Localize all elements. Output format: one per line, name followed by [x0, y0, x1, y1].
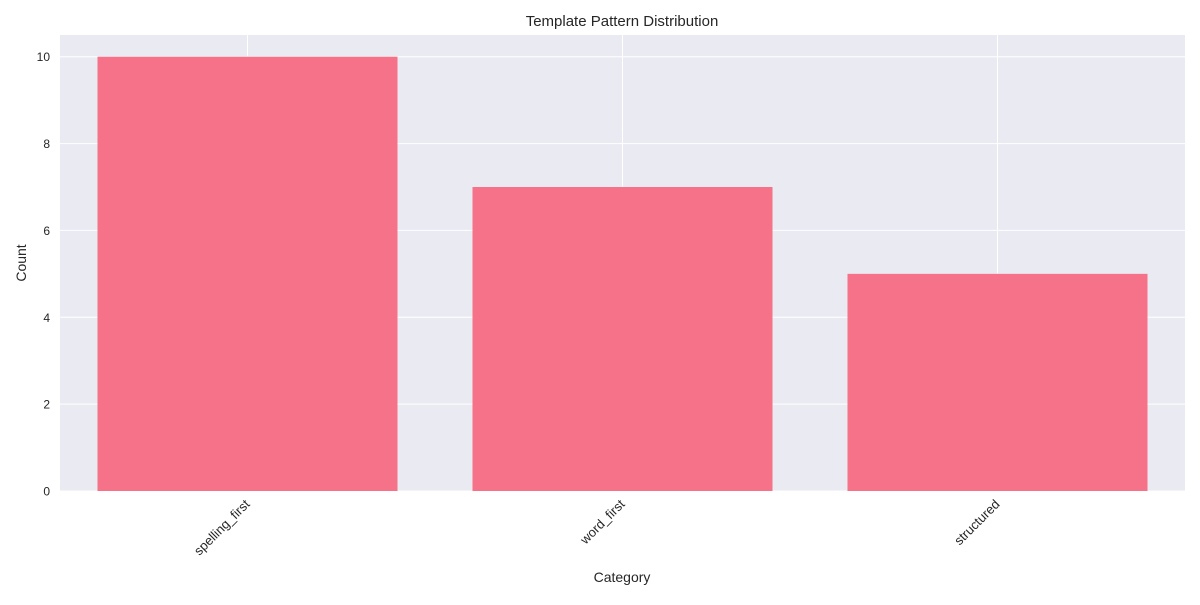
chart-title: Template Pattern Distribution: [526, 13, 719, 30]
x-tick-label-spelling_first: spelling_first: [191, 496, 253, 558]
bar-spelling_first: [97, 56, 398, 491]
y-tick-label-3: 6: [43, 224, 50, 238]
bar-structured: [847, 273, 1148, 491]
y-tick-label-0: 0: [43, 485, 50, 499]
bars: [97, 56, 1148, 491]
y-tick-label-4: 8: [43, 137, 50, 151]
x-axis-label: Category: [594, 569, 651, 585]
x-tick-label-word_first: word_first: [576, 496, 627, 547]
x-axis-ticks: spelling_first word_first structured: [191, 496, 1003, 558]
x-tick-label-structured: structured: [951, 497, 1002, 548]
y-axis-ticks: 0 2 4 6 8 10: [37, 50, 51, 498]
y-tick-label-5: 10: [37, 50, 51, 64]
bar-word_first: [472, 187, 773, 491]
y-tick-label-2: 4: [43, 311, 50, 325]
y-axis-label: Count: [13, 244, 29, 281]
y-tick-label-1: 2: [43, 398, 50, 412]
